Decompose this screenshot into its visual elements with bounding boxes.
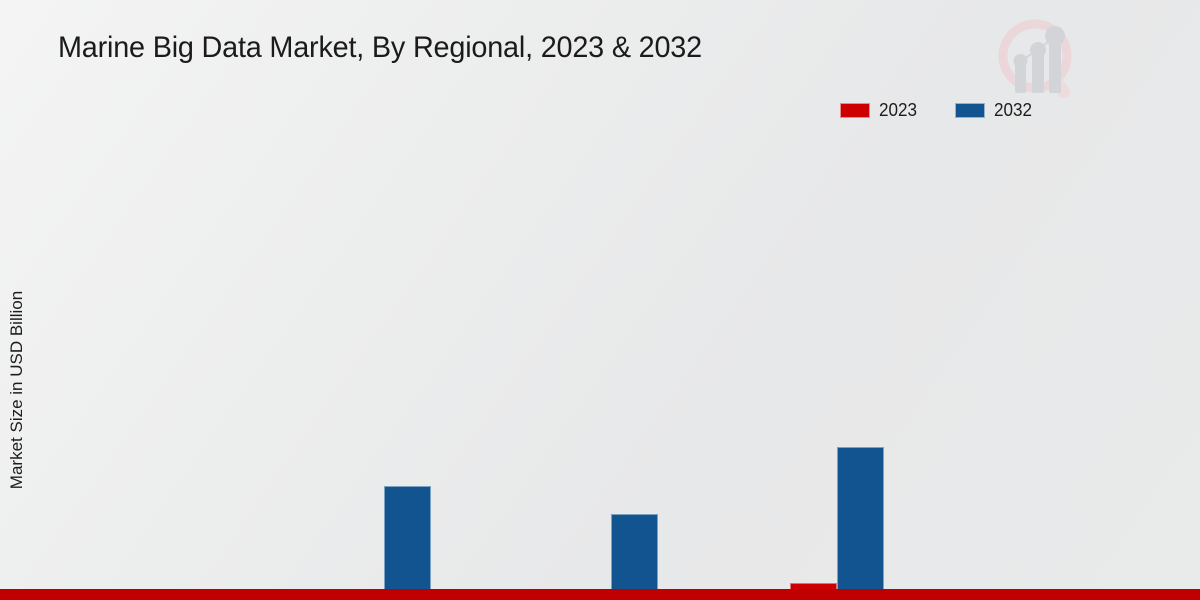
legend-swatch-2023 [840,103,870,118]
legend-item-2023[interactable]: 2023 [840,100,919,121]
y-axis-title: Market Size in USD Billion [0,225,34,555]
legend-swatch-2032 [955,103,986,118]
chart-legend: 2023 2032 [840,100,1034,121]
chart-title: Marine Big Data Market, By Regional, 202… [58,31,702,64]
y-axis-title-text: Market Size in USD Billion [7,290,26,490]
legend-label-2023: 2023 [879,100,918,120]
bar-2032-apac[interactable] [384,486,431,600]
bar-2032-europe[interactable] [611,514,658,600]
legend-item-2032[interactable]: 2032 [955,100,1034,121]
bar-2032-north-america[interactable] [837,447,884,600]
bottom-accent-strip [0,589,1200,600]
legend-label-2032: 2032 [994,100,1033,120]
watermark-logo-icon [985,8,1095,108]
plot-area: 0.18 MEAAPACEUROPENORTH AMERICASOUTH AME… [40,140,1190,600]
